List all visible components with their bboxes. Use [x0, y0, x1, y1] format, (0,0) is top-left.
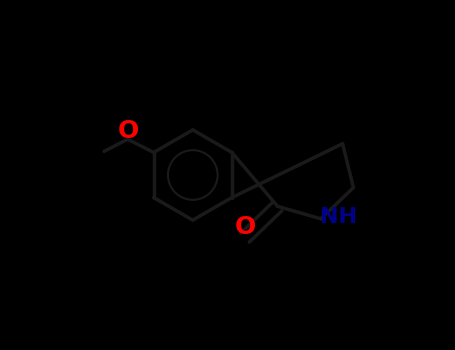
Text: O: O [235, 215, 256, 239]
Text: NH: NH [320, 207, 357, 227]
Text: O: O [117, 119, 139, 142]
